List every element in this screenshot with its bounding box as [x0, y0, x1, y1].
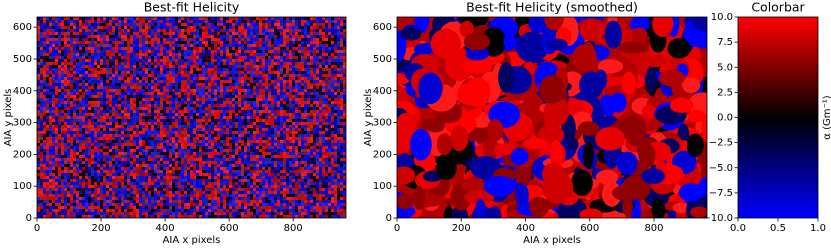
y-tick-label: −5.0	[709, 163, 733, 174]
heatmap-image	[37, 17, 346, 218]
y-axis-label: AIA y pixels	[3, 89, 14, 147]
y-tick-label: 300	[373, 118, 392, 129]
x-tick-label: 0	[34, 223, 40, 234]
y-tick-label: 600	[373, 22, 392, 33]
y-tick-label: −10.0	[702, 213, 733, 224]
y-tick-label: 0	[26, 213, 32, 224]
x-tick-label: 0.5	[770, 223, 786, 234]
y-tick-label: 7.5	[717, 37, 733, 48]
y-tick-label: 0.0	[717, 113, 733, 124]
x-tick-label: 200	[91, 223, 110, 234]
x-tick-label: 600	[220, 223, 239, 234]
x-tick-label: 200	[452, 223, 471, 234]
y-tick-label: 300	[13, 118, 32, 129]
y-axis-label: α (Gm⁻¹)	[822, 95, 831, 139]
y-tick-label: 0	[386, 213, 392, 224]
x-tick-label: 800	[284, 223, 303, 234]
y-axis-label: AIA y pixels	[363, 89, 374, 147]
x-tick-label: 800	[644, 223, 663, 234]
y-tick-label: 200	[373, 149, 392, 160]
y-tick-label: 200	[13, 149, 32, 160]
x-tick-label: 600	[580, 223, 599, 234]
y-tick-label: 400	[13, 86, 32, 97]
y-tick-label: 2.5	[717, 87, 733, 98]
x-tick-label: 400	[516, 223, 535, 234]
x-tick-label: 0	[394, 223, 400, 234]
y-tick-label: 500	[13, 54, 32, 65]
x-tick-label: 400	[156, 223, 175, 234]
x-tick-label: 0.0	[730, 223, 746, 234]
y-tick-label: 10.0	[711, 12, 733, 23]
chart-title: Best-fit Helicity (smoothed)	[466, 0, 638, 15]
y-tick-label: 100	[13, 181, 32, 192]
colorbar-gradient	[738, 17, 818, 218]
y-tick-label: −2.5	[709, 138, 733, 149]
y-tick-label: 5.0	[717, 62, 733, 73]
y-tick-label: −7.5	[709, 188, 733, 199]
y-tick-label: 600	[13, 22, 32, 33]
y-tick-label: 400	[373, 86, 392, 97]
chart-title: Colorbar	[751, 0, 805, 15]
chart-title: Best-fit Helicity	[144, 0, 240, 15]
heatmap-image	[383, 4, 722, 230]
x-axis-label: AIA x pixels	[523, 235, 581, 246]
x-axis-label: AIA x pixels	[163, 235, 221, 246]
y-tick-label: 100	[373, 181, 392, 192]
y-tick-label: 500	[373, 54, 392, 65]
x-tick-label: 1.0	[810, 223, 826, 234]
